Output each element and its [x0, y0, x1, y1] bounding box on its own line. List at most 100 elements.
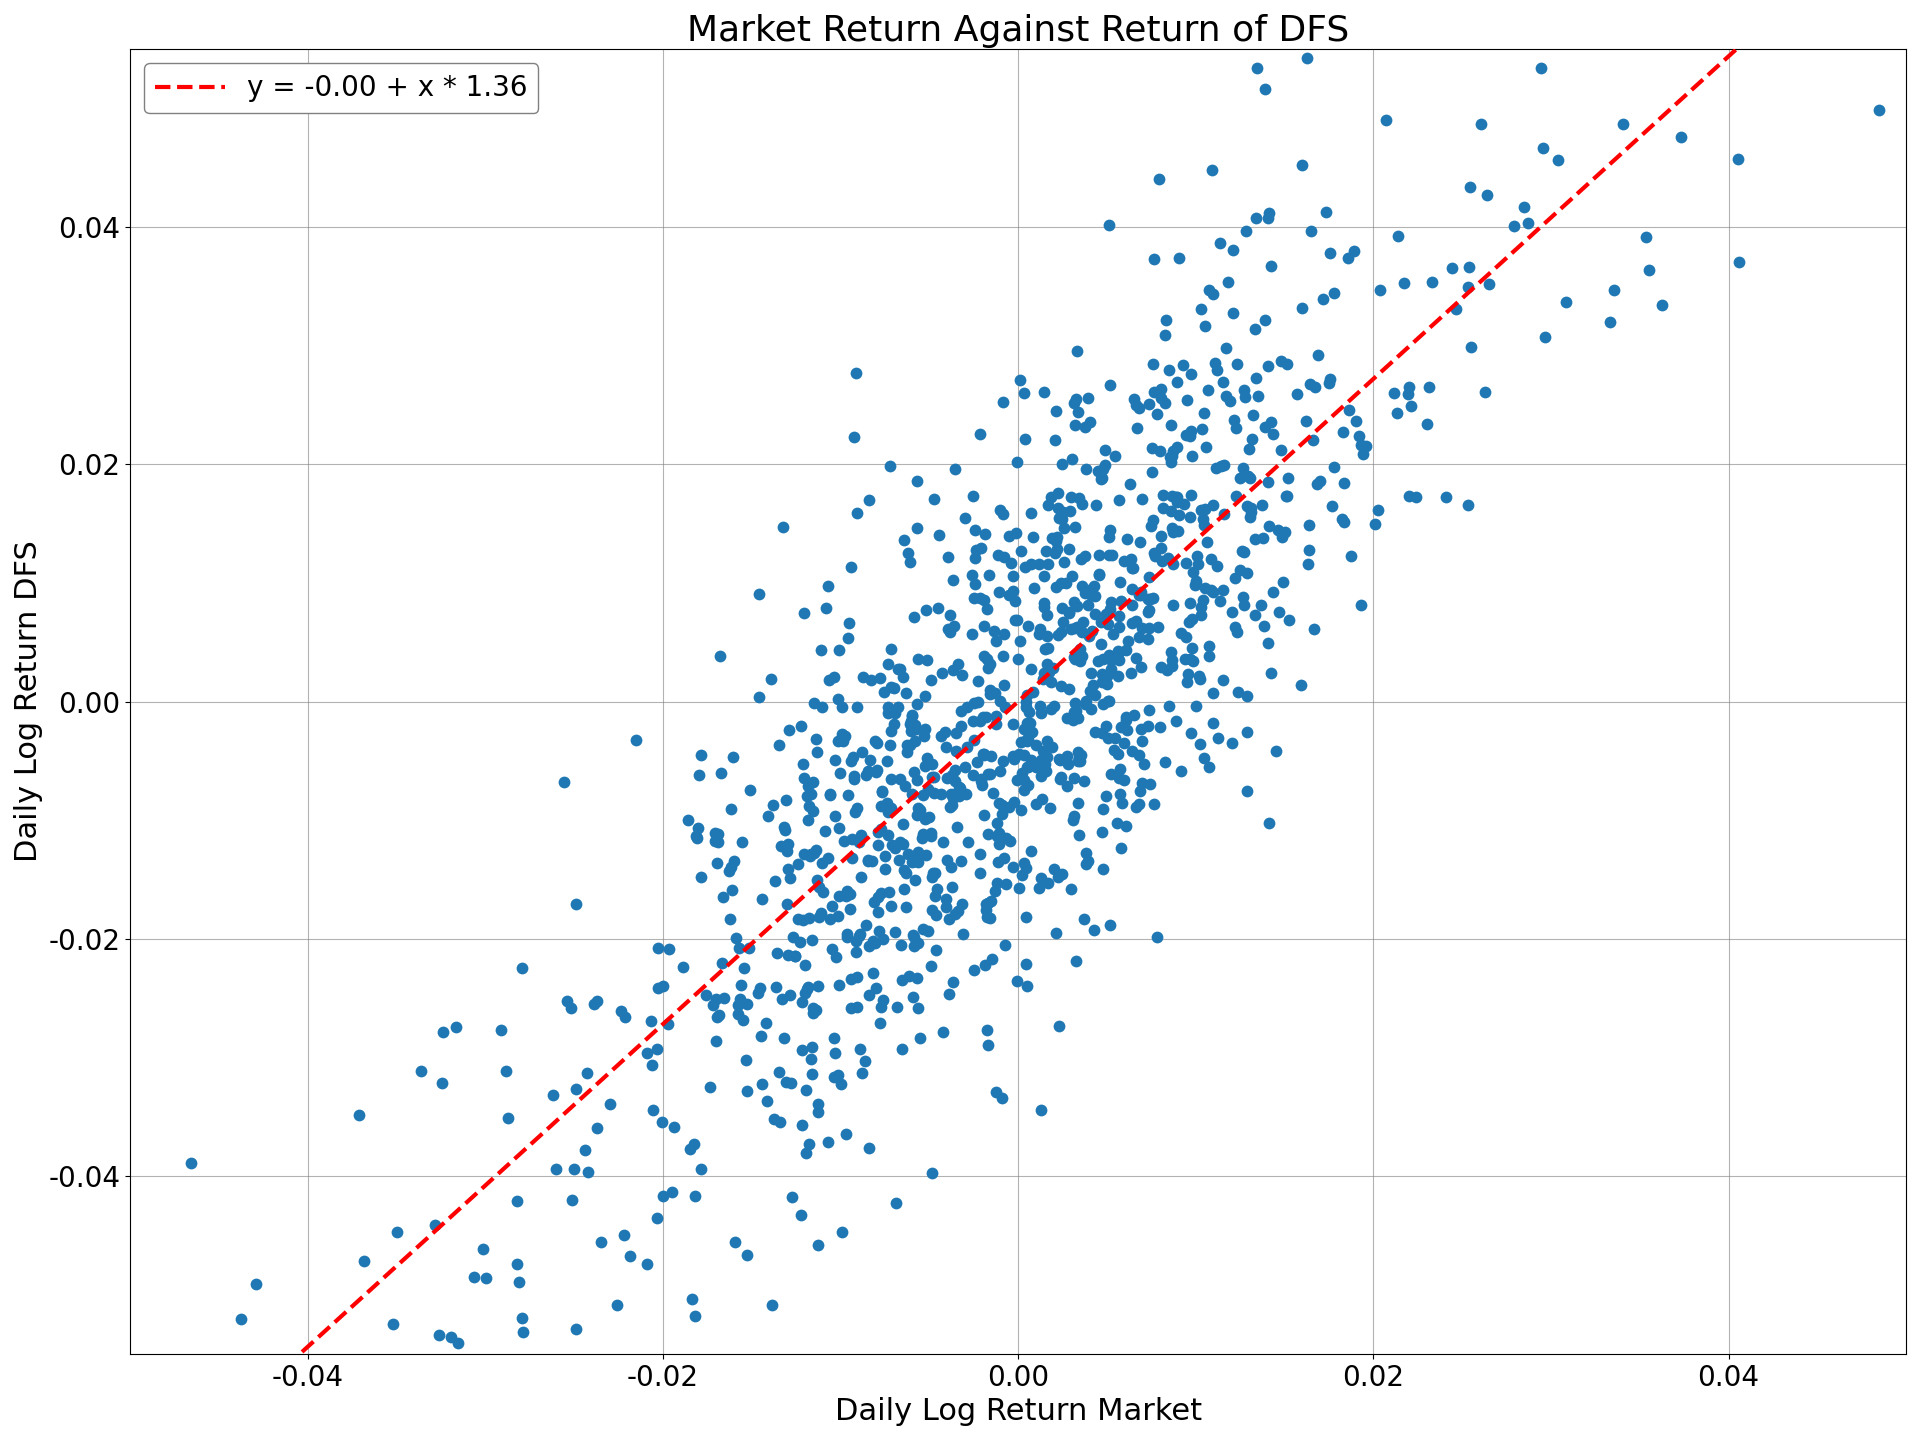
Point: [1014, 727, 1044, 750]
Point: [1066, 547, 1096, 570]
Point: [1133, 588, 1164, 611]
Point: [968, 615, 998, 638]
Point: [1127, 488, 1158, 511]
Point: [707, 886, 737, 909]
Point: [1135, 772, 1165, 795]
Point: [872, 801, 902, 824]
Point: [803, 975, 833, 998]
Point: [945, 776, 975, 799]
Point: [609, 1224, 639, 1247]
Point: [912, 920, 943, 943]
Point: [874, 824, 904, 847]
Point: [998, 744, 1029, 768]
Point: [1046, 863, 1077, 886]
Point: [1094, 518, 1125, 541]
Point: [945, 714, 975, 737]
Point: [1043, 865, 1073, 888]
Title: Market Return Against Return of DFS: Market Return Against Return of DFS: [687, 14, 1350, 48]
Point: [985, 759, 1016, 782]
Point: [876, 894, 906, 917]
Point: [1016, 501, 1046, 524]
Point: [1177, 608, 1208, 631]
Point: [1254, 811, 1284, 834]
Point: [682, 827, 712, 850]
Point: [860, 760, 891, 783]
Point: [989, 622, 1020, 645]
Point: [1139, 508, 1169, 531]
Point: [1060, 949, 1091, 972]
Point: [995, 795, 1025, 818]
Point: [760, 975, 791, 998]
Point: [1208, 454, 1238, 477]
Point: [1044, 507, 1075, 530]
Point: [879, 837, 910, 860]
Point: [1156, 446, 1187, 469]
Point: [1048, 501, 1079, 524]
Point: [851, 1050, 881, 1073]
Point: [1524, 56, 1555, 79]
Point: [774, 943, 804, 966]
Point: [1016, 840, 1046, 863]
Point: [968, 743, 998, 766]
Point: [818, 937, 849, 960]
Point: [1041, 526, 1071, 549]
Point: [870, 857, 900, 880]
Point: [1106, 590, 1137, 613]
Point: [1256, 662, 1286, 685]
Point: [1453, 255, 1484, 278]
Point: [1217, 302, 1248, 325]
Point: [810, 819, 841, 842]
Point: [970, 523, 1000, 546]
Point: [1146, 536, 1177, 559]
Point: [1083, 563, 1114, 586]
Point: [862, 886, 893, 909]
Point: [1236, 428, 1267, 451]
Point: [814, 783, 845, 806]
Point: [972, 906, 1002, 929]
Point: [440, 1015, 470, 1038]
Point: [1060, 616, 1091, 639]
Point: [797, 929, 828, 952]
Point: [643, 976, 674, 999]
Point: [1183, 553, 1213, 576]
Point: [1308, 288, 1338, 311]
Point: [902, 996, 933, 1020]
Point: [776, 867, 806, 890]
Point: [839, 801, 870, 824]
Point: [1077, 672, 1108, 696]
Point: [1394, 376, 1425, 399]
Point: [881, 1192, 912, 1215]
Point: [1016, 657, 1046, 680]
Point: [1114, 472, 1144, 495]
Point: [979, 619, 1010, 642]
Point: [966, 768, 996, 791]
Point: [728, 1008, 758, 1031]
Point: [1025, 696, 1056, 719]
Point: [937, 971, 968, 994]
Point: [918, 899, 948, 922]
Point: [793, 1132, 824, 1155]
Point: [801, 999, 831, 1022]
Point: [1041, 575, 1071, 598]
Point: [998, 579, 1029, 602]
Point: [922, 877, 952, 900]
Point: [933, 907, 964, 930]
Y-axis label: Daily Log Return DFS: Daily Log Return DFS: [13, 540, 42, 863]
Point: [1217, 600, 1248, 624]
Point: [747, 1073, 778, 1096]
Point: [831, 884, 862, 907]
Point: [1110, 638, 1140, 661]
Point: [1006, 762, 1037, 785]
Point: [852, 850, 883, 873]
Point: [1121, 416, 1152, 439]
Point: [726, 973, 756, 996]
Point: [1169, 492, 1200, 516]
Point: [1273, 467, 1304, 490]
Point: [1194, 279, 1225, 302]
Point: [1640, 0, 1670, 7]
Point: [826, 1220, 856, 1243]
Point: [1079, 575, 1110, 598]
Point: [486, 1018, 516, 1041]
Point: [929, 720, 960, 743]
Point: [1235, 501, 1265, 524]
